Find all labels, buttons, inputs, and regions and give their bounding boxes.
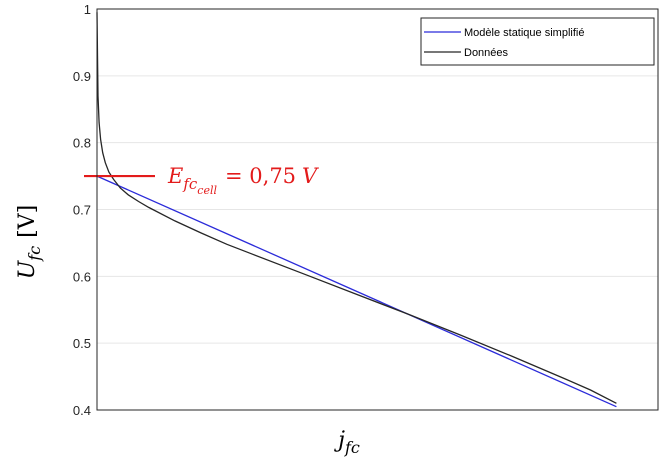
legend: Modèle statique simplifié Données	[420, 17, 655, 66]
x-axis-label-base: j	[333, 428, 345, 453]
annotation-base: E	[167, 164, 183, 188]
annotation-subsub: cell	[197, 184, 217, 197]
y-axis-label: Ufc [V]	[15, 205, 44, 280]
x-axis-label: jfc	[333, 428, 360, 457]
y-tick-label: 1	[84, 2, 91, 17]
y-tick-label: 0.7	[73, 203, 91, 218]
y-tick-labels: 0.4 0.5 0.6 0.7 0.8 0.9 1	[73, 2, 91, 418]
grid-lines	[97, 75, 658, 344]
series-line-0	[96, 175, 617, 408]
legend-box	[420, 17, 655, 66]
y-axis-label-sub: fc	[25, 246, 44, 262]
y-axis-label-unit: [V]	[15, 205, 40, 238]
y-axis-label-base: U	[15, 259, 40, 279]
y-tick-label: 0.5	[73, 336, 91, 351]
plot-frame	[96, 8, 659, 411]
annotation-unit: V	[302, 164, 319, 188]
annotation-equation: = 0,75	[225, 164, 296, 188]
series-lines	[96, 12, 617, 408]
y-tick-label: 0.4	[73, 403, 91, 418]
legend-label-model: Modèle statique simplifié	[464, 27, 584, 39]
y-tick-label: 0.9	[73, 69, 91, 84]
x-axis-label-sub: fc	[344, 438, 360, 457]
y-tick-label: 0.8	[73, 136, 91, 151]
legend-label-data: Données	[464, 47, 509, 59]
annotation-label: Efccell = 0,75 V	[167, 164, 319, 197]
annotation-sub: fc	[182, 175, 198, 193]
y-tick-label: 0.6	[73, 269, 91, 284]
series-line-1	[96, 12, 617, 404]
